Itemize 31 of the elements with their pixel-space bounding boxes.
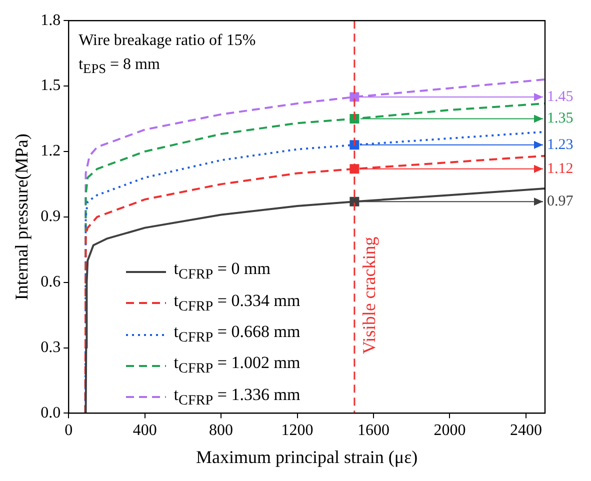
data-label: 1.35 <box>547 110 574 127</box>
annotation: t$_{EPS}$ = 8 mm <box>78 54 161 78</box>
y-tick-label: 0.0 <box>40 404 61 422</box>
data-label: 1.45 <box>547 88 574 105</box>
y-axis-title: Internal pressure(MPa) <box>12 134 32 300</box>
x-tick-label: 1600 <box>357 422 390 440</box>
data-label: 1.12 <box>547 160 574 177</box>
y-tick-label: 0.3 <box>40 338 61 356</box>
ref-line-label: Visible cracking <box>359 236 380 354</box>
y-tick-label: 0.6 <box>40 274 61 291</box>
x-tick-label: 1200 <box>281 422 314 440</box>
point <box>350 92 360 102</box>
legend-label: t$_{CFRP}$ = 1.002 mm <box>174 352 300 379</box>
y-tick-label: 1.8 <box>40 12 61 29</box>
y-tick-label: 1.5 <box>40 77 61 94</box>
x-axis-title: Maximum principal strain (με) <box>196 446 418 467</box>
y-tick-label: 0.9 <box>40 208 61 226</box>
data-label: 0.97 <box>547 194 574 210</box>
legend-label: t$_{CFRP}$ = 0.334 mm <box>174 290 300 316</box>
x-tick-label: 2400 <box>510 422 542 440</box>
x-tick-label: 400 <box>132 422 157 440</box>
y-tick-label: 1.2 <box>40 142 61 160</box>
legend-label: t$_{CFRP}$ = 1.336 mm <box>174 384 300 410</box>
x-tick-label: 800 <box>209 422 234 440</box>
data-label: 1.23 <box>547 136 574 153</box>
point <box>350 196 360 206</box>
annotation: Wire breakage ratio of 15% <box>78 30 256 51</box>
x-tick-label: 2000 <box>434 422 466 440</box>
legend-label: t$_{CFRP}$ = 0 mm <box>174 258 270 285</box>
legend-label: t$_{CFRP}$ = 0.668 mm <box>174 320 300 348</box>
x-tick-label: 0 <box>64 422 73 440</box>
